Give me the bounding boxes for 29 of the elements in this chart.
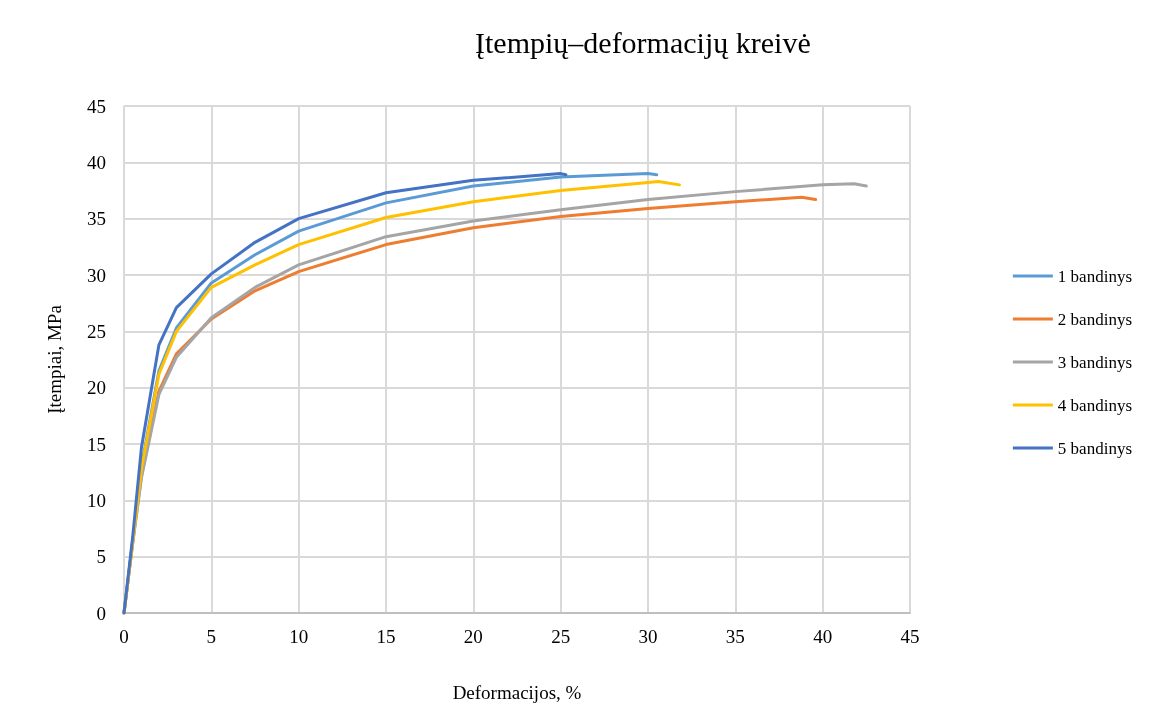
- y-tick-label: 35: [87, 208, 106, 230]
- y-tick-label: 10: [87, 489, 106, 511]
- x-tick-label: 0: [119, 626, 129, 647]
- y-tick-label: 5: [96, 546, 106, 568]
- x-tick-label: 5: [206, 626, 217, 647]
- y-tick-label: 25: [87, 320, 106, 342]
- legend-label: 5 bandinys: [1057, 438, 1133, 458]
- legend-label: 1 bandinys: [1057, 266, 1133, 286]
- y-tick-label: 40: [87, 151, 106, 173]
- y-tick-label: 20: [87, 377, 106, 399]
- x-tick-label: 45: [900, 626, 920, 647]
- y-tick-label: 30: [87, 264, 106, 286]
- x-tick-label: 25: [551, 626, 571, 647]
- x-tick-label: 15: [376, 626, 396, 647]
- line-series: [122, 172, 568, 615]
- x-tick-label: 10: [289, 626, 309, 647]
- legend-label: 4 bandinys: [1057, 395, 1133, 415]
- x-tick-label: 40: [813, 626, 833, 647]
- x-tick-label: 30: [638, 626, 658, 647]
- y-tick-label: 0: [96, 602, 106, 624]
- x-axis-title: Deformacijos, %: [452, 682, 582, 703]
- x-tick-label: 35: [725, 626, 745, 647]
- y-axis-title: Įtempiai, MPa: [44, 304, 65, 414]
- x-tick-label: 20: [463, 626, 483, 647]
- chart-title: Įtempių–deformacijų kreivė: [475, 25, 811, 59]
- legend-label: 3 bandinys: [1057, 352, 1133, 372]
- y-tick-label: 45: [87, 95, 106, 117]
- y-tick-label: 15: [87, 433, 106, 455]
- legend-label: 2 bandinys: [1057, 309, 1133, 329]
